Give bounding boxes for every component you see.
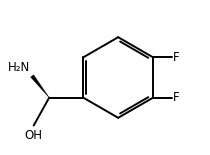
Text: F: F	[173, 51, 180, 64]
Text: F: F	[173, 91, 180, 104]
Polygon shape	[31, 75, 49, 98]
Text: OH: OH	[25, 129, 43, 142]
Text: H₂N: H₂N	[8, 61, 31, 74]
